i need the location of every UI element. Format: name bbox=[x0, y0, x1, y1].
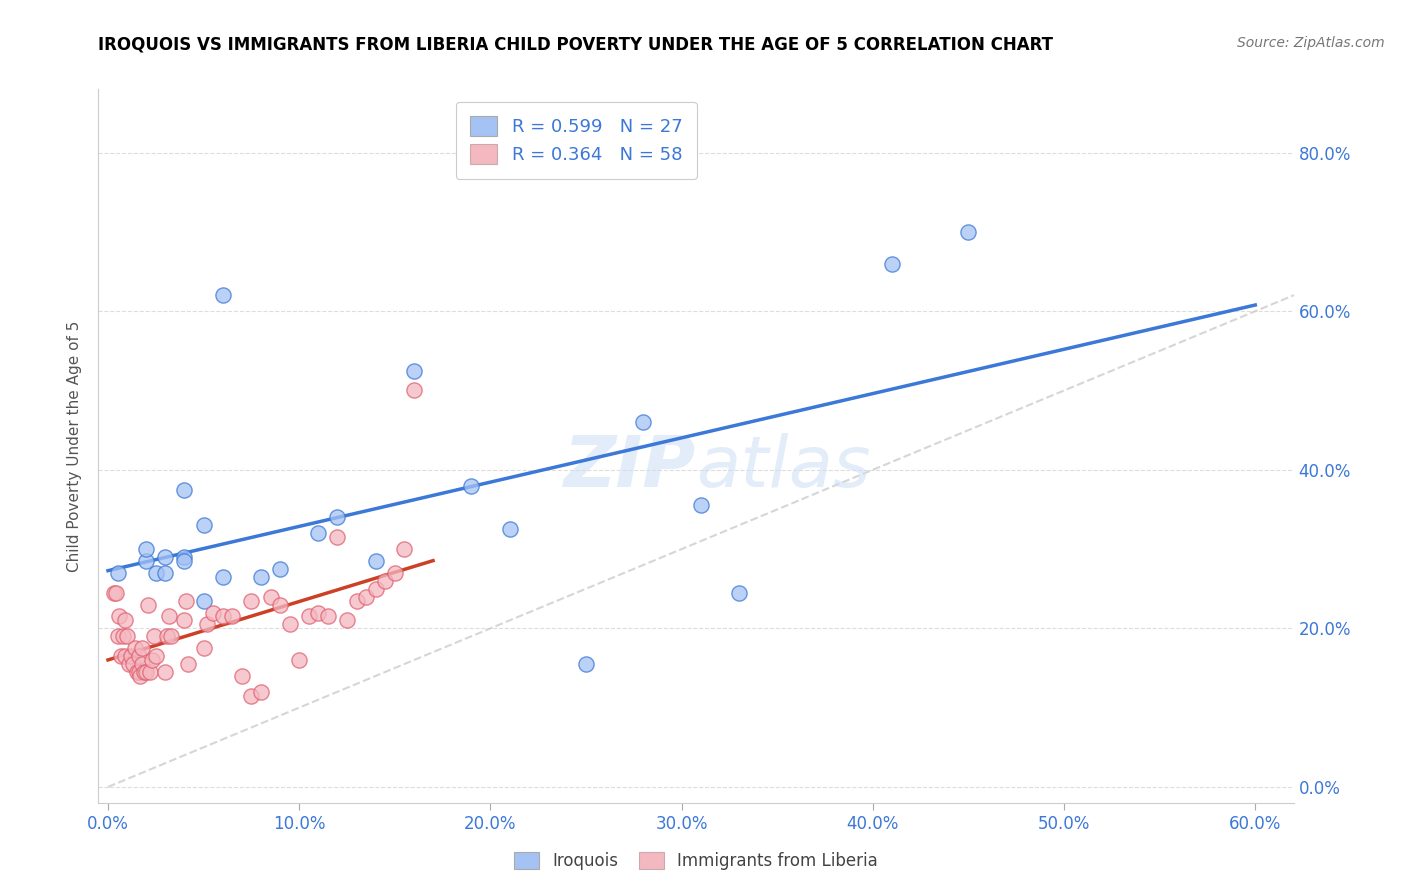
Point bbox=[145, 649, 167, 664]
Point bbox=[394, 542, 416, 557]
Point bbox=[173, 549, 195, 564]
Point bbox=[402, 364, 425, 378]
Point bbox=[115, 629, 138, 643]
Point bbox=[139, 665, 162, 679]
Text: IROQUOIS VS IMMIGRANTS FROM LIBERIA CHILD POVERTY UNDER THE AGE OF 5 CORRELATION: IROQUOIS VS IMMIGRANTS FROM LIBERIA CHIL… bbox=[98, 36, 1053, 54]
Point bbox=[136, 598, 159, 612]
Point bbox=[128, 649, 150, 664]
Point bbox=[193, 518, 215, 533]
Point bbox=[354, 590, 377, 604]
Point bbox=[307, 526, 329, 541]
Point bbox=[346, 593, 368, 607]
Point bbox=[134, 665, 156, 679]
Point bbox=[141, 653, 163, 667]
Point bbox=[231, 669, 253, 683]
Point bbox=[193, 641, 215, 656]
Point bbox=[125, 665, 148, 679]
Point bbox=[250, 570, 273, 584]
Point bbox=[155, 549, 177, 564]
Point bbox=[107, 629, 129, 643]
Point bbox=[124, 641, 146, 656]
Point bbox=[114, 649, 136, 664]
Point bbox=[221, 609, 243, 624]
Point bbox=[689, 499, 711, 513]
Point bbox=[118, 657, 141, 671]
Point bbox=[173, 483, 195, 497]
Point bbox=[326, 510, 349, 524]
Point bbox=[103, 585, 125, 599]
Point bbox=[120, 649, 142, 664]
Point bbox=[374, 574, 396, 588]
Point bbox=[156, 629, 179, 643]
Point bbox=[633, 415, 655, 429]
Point bbox=[269, 562, 291, 576]
Point bbox=[384, 566, 406, 580]
Point bbox=[498, 522, 520, 536]
Point bbox=[575, 657, 598, 671]
Point bbox=[880, 257, 903, 271]
Point bbox=[108, 609, 131, 624]
Point bbox=[460, 478, 482, 492]
Point bbox=[211, 288, 233, 302]
Point bbox=[211, 570, 233, 584]
Point bbox=[110, 649, 132, 664]
Point bbox=[364, 554, 387, 568]
Point bbox=[307, 606, 329, 620]
Text: ZIP: ZIP bbox=[564, 433, 696, 502]
Point bbox=[135, 554, 157, 568]
Point bbox=[202, 606, 225, 620]
Point bbox=[176, 593, 198, 607]
Point bbox=[211, 609, 233, 624]
Y-axis label: Child Poverty Under the Age of 5: Child Poverty Under the Age of 5 bbox=[67, 320, 83, 572]
Point bbox=[131, 641, 153, 656]
Legend: Iroquois, Immigrants from Liberia: Iroquois, Immigrants from Liberia bbox=[508, 845, 884, 877]
Point bbox=[240, 593, 263, 607]
Point bbox=[145, 566, 167, 580]
Point bbox=[155, 665, 177, 679]
Point bbox=[114, 614, 136, 628]
Point bbox=[240, 689, 263, 703]
Point bbox=[288, 653, 311, 667]
Point bbox=[160, 629, 183, 643]
Point bbox=[269, 598, 291, 612]
Point bbox=[135, 542, 157, 557]
Point bbox=[728, 585, 751, 599]
Point bbox=[250, 685, 273, 699]
Point bbox=[112, 629, 135, 643]
Point bbox=[402, 384, 425, 398]
Point bbox=[316, 609, 339, 624]
Point bbox=[104, 585, 127, 599]
Point bbox=[135, 665, 157, 679]
Point bbox=[259, 590, 281, 604]
Point bbox=[326, 530, 349, 544]
Point bbox=[336, 614, 359, 628]
Point bbox=[121, 657, 143, 671]
Point bbox=[173, 614, 195, 628]
Point bbox=[173, 554, 195, 568]
Point bbox=[957, 225, 980, 239]
Point bbox=[278, 617, 301, 632]
Point bbox=[142, 629, 165, 643]
Text: Source: ZipAtlas.com: Source: ZipAtlas.com bbox=[1237, 36, 1385, 50]
Point bbox=[129, 669, 152, 683]
Point bbox=[177, 657, 200, 671]
Point bbox=[364, 582, 387, 596]
Point bbox=[193, 593, 215, 607]
Point bbox=[197, 617, 219, 632]
Point bbox=[131, 657, 153, 671]
Text: atlas: atlas bbox=[696, 433, 870, 502]
Point bbox=[107, 566, 129, 580]
Point bbox=[298, 609, 321, 624]
Point bbox=[155, 566, 177, 580]
Point bbox=[128, 665, 150, 679]
Point bbox=[157, 609, 180, 624]
